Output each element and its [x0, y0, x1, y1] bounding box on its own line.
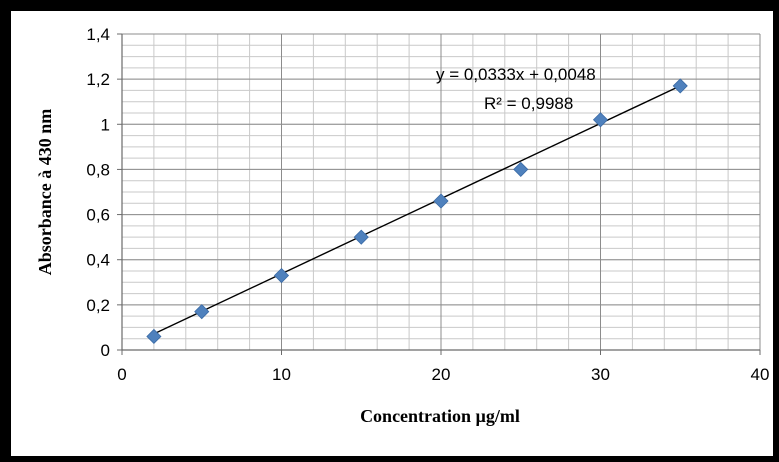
y-axis-title: Absorbance à 430 nm [35, 109, 55, 276]
y-tick-label: 1 [101, 115, 110, 134]
tick-labels: 0 10 20 30 40 0 0,2 0,4 0,6 0,8 1 1,2 1,4 [86, 25, 769, 384]
y-tick-label: 0,4 [86, 251, 110, 270]
y-tick-label: 0,8 [86, 160, 110, 179]
y-tick-label: 0,2 [86, 296, 110, 315]
y-tick-label: 1,4 [86, 25, 110, 44]
data-point [146, 328, 162, 345]
axes [117, 33, 761, 355]
x-tick-label: 10 [272, 365, 291, 384]
x-tick-label: 20 [432, 365, 451, 384]
data-point [194, 304, 210, 320]
data-point [592, 112, 609, 128]
y-tick-label: 1,2 [86, 70, 110, 89]
data-point [273, 267, 290, 284]
data-point [672, 78, 688, 94]
data-points [146, 78, 688, 345]
text-layer: y = 0,0333x + 0,0048 R² = 0,9988 Concent… [35, 65, 596, 426]
trendline-equation: y = 0,0333x + 0,0048 [436, 65, 596, 84]
x-axis-title: Concentration µg/ml [360, 406, 520, 426]
trendline-layer [153, 85, 681, 335]
y-tick-label: 0 [101, 341, 110, 360]
r-squared-label: R² = 0,9988 [484, 94, 573, 113]
y-tick-label: 0,6 [86, 206, 110, 225]
x-tick-label: 30 [591, 365, 610, 384]
data-point [433, 193, 449, 209]
data-point [353, 229, 369, 245]
data-point [513, 161, 529, 177]
x-tick-label: 0 [117, 365, 126, 384]
trendline [153, 85, 681, 335]
x-tick-label: 40 [751, 365, 770, 384]
